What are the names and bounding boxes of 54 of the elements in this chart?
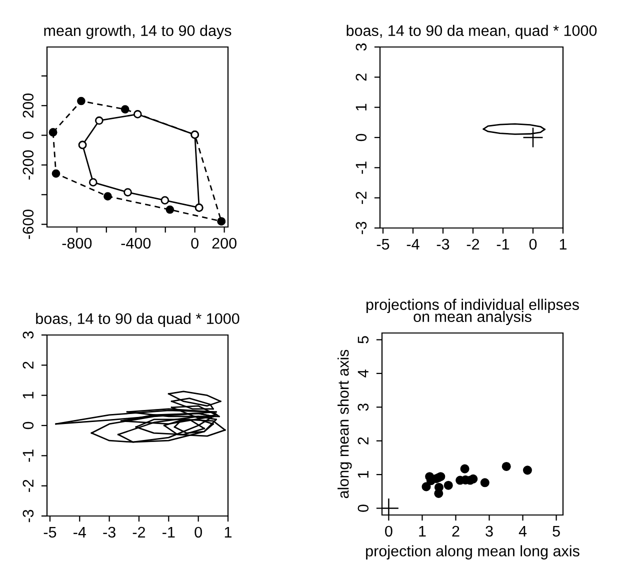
x-tick-label: -800 — [62, 238, 92, 249]
y-tick-label: 0 — [22, 422, 34, 430]
x-tick-label: -2 — [466, 238, 480, 250]
y-tick-label: 2 — [356, 74, 366, 81]
y-tick-label: 200 — [22, 93, 34, 118]
x-tick-label: -400 — [121, 238, 151, 249]
y-tick-label: 0 — [356, 134, 367, 142]
x-tick-label: 1 — [560, 238, 567, 250]
x-tick-label: 0 — [385, 526, 392, 537]
x-tick-label: -1 — [496, 238, 510, 250]
x-tick-label: 4 — [518, 526, 527, 536]
x-tick-label: -1 — [162, 526, 175, 538]
y-tick-label: 4 — [358, 370, 368, 378]
x-tick-label: 1 — [419, 526, 426, 536]
y-tick-label: -1 — [356, 162, 366, 174]
y-tick-label: 2 — [358, 437, 368, 444]
y-tick-label: 5 — [358, 336, 369, 344]
y-tick-label: -2 — [356, 192, 366, 204]
y-tick-label: 0 — [22, 132, 34, 139]
x-tick-label: 1 — [224, 526, 232, 538]
x-tick-label: -4 — [406, 238, 420, 250]
chart-title: boas, 14 to 90 da mean, quad * 1000 — [346, 24, 597, 40]
y-tick-label: 1 — [358, 471, 368, 478]
y-tick-label: -3 — [356, 222, 367, 234]
chart-title: projections of individual ellipses on mean analysis — [366, 298, 579, 326]
x-tick-label: -4 — [74, 526, 86, 538]
x-tick-label: -3 — [103, 526, 116, 538]
x-tick-label: -2 — [132, 526, 146, 538]
y-tick-label: 3 — [358, 404, 369, 411]
y-tick-label: -600 — [22, 210, 34, 239]
chart-title: mean growth, 14 to 90 days — [44, 24, 232, 40]
y-tick-label: 0 — [358, 504, 369, 512]
x-tick-label: -5 — [376, 238, 390, 250]
x-tick-label: 5 — [552, 526, 560, 537]
x-tick-label: -5 — [44, 526, 56, 538]
y-tick-label: -2 — [22, 480, 34, 492]
chart-title: boas, 14 to 90 da quad * 1000 — [36, 312, 240, 328]
y-tick-label: -1 — [22, 450, 34, 462]
y-tick-label: 3 — [22, 331, 34, 339]
y-tick-label: 1 — [22, 392, 34, 398]
y-tick-label: 3 — [356, 43, 367, 51]
y-tick-label: 2 — [22, 362, 34, 369]
x-axis-title: projection along mean long axis — [366, 545, 580, 560]
x-tick-label: 3 — [486, 526, 493, 537]
y-axis-title: along mean short axis — [338, 350, 352, 498]
y-tick-label: -200 — [22, 150, 34, 180]
y-tick-label: 1 — [356, 104, 366, 110]
y-tick-label: -3 — [22, 510, 34, 522]
x-tick-label: 0 — [529, 238, 537, 250]
x-tick-label: 2 — [452, 526, 460, 536]
x-tick-label: -3 — [436, 238, 450, 250]
x-tick-label: 200 — [212, 238, 236, 249]
x-tick-label: 0 — [191, 238, 198, 249]
x-tick-label: 0 — [194, 526, 202, 538]
